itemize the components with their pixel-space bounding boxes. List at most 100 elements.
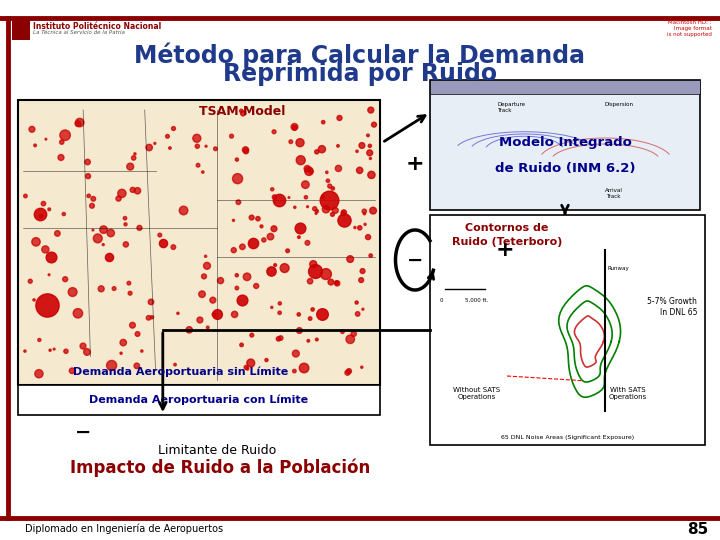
Point bbox=[35, 212, 47, 220]
Point bbox=[83, 192, 94, 200]
Point bbox=[240, 145, 251, 154]
Bar bbox=[12, 20, 30, 40]
Point bbox=[72, 119, 84, 128]
Point bbox=[351, 298, 362, 307]
Point bbox=[149, 139, 161, 148]
Point bbox=[30, 238, 42, 246]
Text: Arrival
Track: Arrival Track bbox=[605, 188, 623, 199]
Point bbox=[285, 137, 297, 146]
Point bbox=[157, 238, 168, 247]
Text: 85: 85 bbox=[687, 522, 708, 537]
Point bbox=[108, 284, 120, 293]
Point bbox=[354, 166, 366, 174]
Point bbox=[302, 164, 313, 173]
Text: −: − bbox=[407, 251, 423, 269]
Point bbox=[295, 156, 307, 165]
Point bbox=[40, 245, 51, 254]
Point bbox=[87, 226, 99, 234]
Text: La Técnica al Servicio de la Patria: La Técnica al Servicio de la Patria bbox=[33, 30, 125, 35]
Point bbox=[325, 278, 337, 286]
Point bbox=[19, 347, 31, 355]
Point bbox=[293, 233, 305, 241]
Point bbox=[293, 310, 305, 319]
Point bbox=[131, 361, 143, 370]
Point bbox=[96, 285, 107, 293]
Point bbox=[269, 225, 280, 233]
Point bbox=[231, 284, 243, 292]
Point bbox=[143, 314, 154, 322]
Point bbox=[197, 290, 208, 299]
Point bbox=[352, 309, 364, 318]
Point bbox=[123, 279, 135, 287]
Point bbox=[43, 205, 55, 214]
Point bbox=[164, 144, 176, 152]
Point bbox=[66, 367, 78, 375]
Point bbox=[338, 208, 350, 217]
Point bbox=[86, 201, 98, 210]
Point bbox=[266, 185, 278, 194]
Text: With SATS
Operations: With SATS Operations bbox=[609, 388, 647, 401]
Point bbox=[305, 277, 316, 286]
Point bbox=[207, 296, 219, 305]
Point bbox=[327, 184, 338, 193]
Point bbox=[60, 275, 71, 284]
Point bbox=[320, 270, 332, 279]
Point bbox=[362, 233, 374, 241]
Point bbox=[58, 210, 70, 218]
Point bbox=[231, 271, 243, 280]
Bar bbox=[430, 215, 705, 445]
Text: TSAM Model: TSAM Model bbox=[199, 105, 286, 118]
Point bbox=[202, 323, 213, 332]
Point bbox=[311, 207, 323, 215]
Point bbox=[92, 234, 104, 242]
Point bbox=[127, 321, 138, 329]
Point bbox=[82, 158, 94, 166]
Point bbox=[45, 346, 56, 355]
Point bbox=[322, 177, 333, 185]
Text: Without SATS
Operations: Without SATS Operations bbox=[453, 388, 500, 401]
Text: Ruido (Teterboro): Ruido (Teterboro) bbox=[452, 237, 562, 247]
Point bbox=[132, 186, 143, 195]
Point bbox=[34, 210, 45, 218]
Point bbox=[349, 223, 361, 232]
Text: Dispersion: Dispersion bbox=[605, 102, 634, 107]
Point bbox=[266, 267, 277, 275]
Point bbox=[43, 271, 55, 279]
Point bbox=[332, 141, 343, 150]
Point bbox=[366, 171, 377, 179]
Point bbox=[116, 189, 127, 198]
Point bbox=[208, 310, 220, 319]
Point bbox=[52, 229, 63, 238]
Point bbox=[318, 193, 329, 201]
Point bbox=[324, 182, 336, 191]
Point bbox=[168, 243, 179, 252]
Point bbox=[240, 147, 252, 156]
Text: Departure
Track: Departure Track bbox=[498, 102, 526, 113]
Point bbox=[333, 164, 344, 173]
Point bbox=[127, 186, 138, 194]
Point bbox=[356, 363, 367, 372]
Point bbox=[323, 195, 335, 204]
Point bbox=[273, 335, 284, 343]
Point bbox=[302, 239, 313, 247]
Point bbox=[303, 167, 315, 176]
Point bbox=[275, 334, 287, 342]
Point bbox=[237, 295, 248, 304]
Point bbox=[235, 341, 247, 349]
Point bbox=[258, 235, 269, 244]
Point bbox=[290, 349, 302, 358]
Text: Demanda Aeroportuaria con Límite: Demanda Aeroportuaria con Límite bbox=[89, 395, 309, 405]
Point bbox=[337, 327, 348, 336]
Point bbox=[115, 349, 127, 357]
Point bbox=[302, 202, 313, 211]
Point bbox=[125, 289, 136, 298]
Point bbox=[265, 232, 276, 241]
Point bbox=[245, 359, 256, 367]
Text: Limitante de Ruido: Limitante de Ruido bbox=[158, 444, 276, 457]
Text: Instituto Politécnico Nacional: Instituto Politécnico Nacional bbox=[33, 22, 161, 31]
Text: Impacto de Ruido a la Población: Impacto de Ruido a la Población bbox=[70, 459, 370, 477]
Point bbox=[136, 347, 148, 355]
Point bbox=[320, 205, 332, 214]
Point bbox=[274, 299, 286, 308]
Point bbox=[242, 364, 253, 373]
